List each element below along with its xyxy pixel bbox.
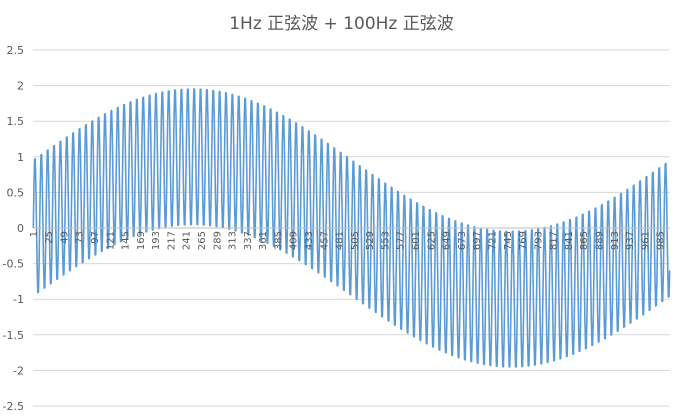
- x-tick-label: 241: [182, 231, 193, 250]
- plot-area: [32, 88, 671, 368]
- y-axis-tick-labels: 2.5 2 1.5 1 0.5 0 -0.5 -1 -1.5 -2 -2.5: [3, 44, 24, 413]
- series-line: [32, 88, 671, 368]
- y-tick-label: 1.5: [7, 115, 25, 128]
- x-tick-label: 1: [29, 231, 40, 237]
- x-tick-label: 481: [335, 231, 346, 250]
- x-tick-label: 625: [426, 231, 437, 250]
- x-tick-label: 865: [579, 231, 590, 250]
- x-tick-label: 769: [518, 231, 529, 250]
- x-tick-label: 169: [136, 231, 147, 250]
- chart-title: 1Hz 正弦波 + 100Hz 正弦波: [229, 14, 454, 34]
- y-tick-label: 2.5: [7, 44, 25, 57]
- x-tick-label: 793: [533, 231, 544, 250]
- x-tick-label: 193: [151, 231, 162, 250]
- x-tick-label: 841: [564, 231, 575, 250]
- x-tick-label: 961: [640, 231, 651, 250]
- x-tick-label: 529: [365, 231, 376, 250]
- x-tick-label: 937: [625, 231, 636, 250]
- x-tick-label: 361: [258, 231, 269, 250]
- x-tick-label: 409: [289, 231, 300, 250]
- x-tick-label: 985: [656, 231, 667, 250]
- x-tick-label: 97: [90, 231, 101, 244]
- y-tick-label: -2: [13, 364, 24, 377]
- y-tick-label: 0: [17, 222, 24, 235]
- x-tick-label: 25: [44, 231, 55, 244]
- y-tick-label: -1: [13, 293, 24, 306]
- x-tick-label: 673: [457, 231, 468, 250]
- x-tick-label: 49: [59, 231, 70, 244]
- x-tick-label: 577: [396, 231, 407, 250]
- x-tick-label: 649: [442, 231, 453, 250]
- x-tick-label: 721: [487, 231, 498, 250]
- y-tick-label: -2.5: [3, 400, 24, 413]
- x-tick-label: 817: [549, 231, 560, 250]
- x-tick-label: 265: [197, 231, 208, 250]
- x-tick-label: 217: [166, 231, 177, 250]
- y-tick-label: 1: [17, 151, 24, 164]
- x-tick-label: 433: [304, 231, 315, 250]
- y-tick-label: -1.5: [3, 329, 24, 342]
- x-tick-label: 601: [411, 231, 422, 250]
- x-tick-label: 121: [105, 231, 116, 250]
- x-tick-label: 385: [273, 231, 284, 250]
- x-tick-label: 289: [212, 231, 223, 250]
- x-tick-label: 505: [350, 231, 361, 250]
- y-tick-label: 0.5: [7, 186, 25, 199]
- x-tick-label: 697: [472, 231, 483, 250]
- x-tick-label: 745: [503, 231, 514, 250]
- x-tick-label: 553: [380, 231, 391, 250]
- x-tick-label: 337: [243, 231, 254, 250]
- x-tick-label: 145: [121, 231, 132, 250]
- x-tick-label: 913: [610, 231, 621, 250]
- x-tick-label: 889: [594, 231, 605, 250]
- x-axis: 1 25 49 73 97 121 145 169 193 217 241 265 289 313 337 3…: [29, 227, 670, 250]
- x-tick-label: 73: [75, 231, 86, 244]
- y-tick-label: -0.5: [3, 258, 24, 271]
- x-tick-label: 457: [319, 231, 330, 250]
- x-tick-label: 313: [228, 231, 239, 250]
- y-tick-label: 2: [17, 80, 24, 93]
